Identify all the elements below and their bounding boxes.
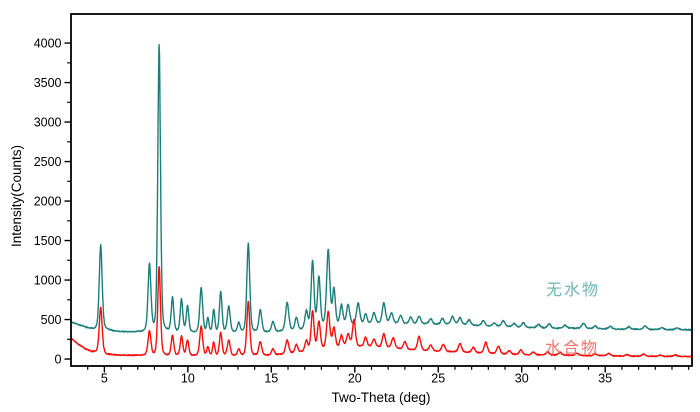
x-tick-label: 10 <box>181 372 195 386</box>
x-tick-label: 15 <box>264 372 278 386</box>
y-tick-label: 1500 <box>34 234 62 248</box>
y-tick-label: 4000 <box>34 37 62 51</box>
x-tick-label: 30 <box>515 372 529 386</box>
y-tick-label: 3500 <box>34 76 62 90</box>
x-tick-label: 35 <box>598 372 612 386</box>
x-axis-title: Two-Theta (deg) <box>331 390 430 405</box>
anhydrate-trace <box>70 44 693 333</box>
x-tick-label: 25 <box>431 372 445 386</box>
y-tick-label: 0 <box>55 353 62 367</box>
hydrate-trace <box>70 266 693 358</box>
series-label-hydrate: 水合物 <box>545 340 600 357</box>
y-tick-label: 2500 <box>34 155 62 169</box>
series-label-anhydrate: 无水物 <box>546 282 601 299</box>
x-tick-label: 5 <box>101 372 108 386</box>
y-tick-label: 2000 <box>34 195 62 209</box>
y-tick-label: 3000 <box>34 116 62 130</box>
diffraction-curves <box>70 44 693 358</box>
x-tick-label: 20 <box>348 372 362 386</box>
y-tick-label: 500 <box>41 313 62 327</box>
plot-frame <box>70 13 693 367</box>
axis-tick-labels: 5 10 15 20 25 30 35 0 500 1000 1500 2000 2500 3000 350… <box>34 37 613 386</box>
y-axis-title: Intensity(Counts) <box>9 145 24 247</box>
y-tick-label: 1000 <box>34 274 62 288</box>
